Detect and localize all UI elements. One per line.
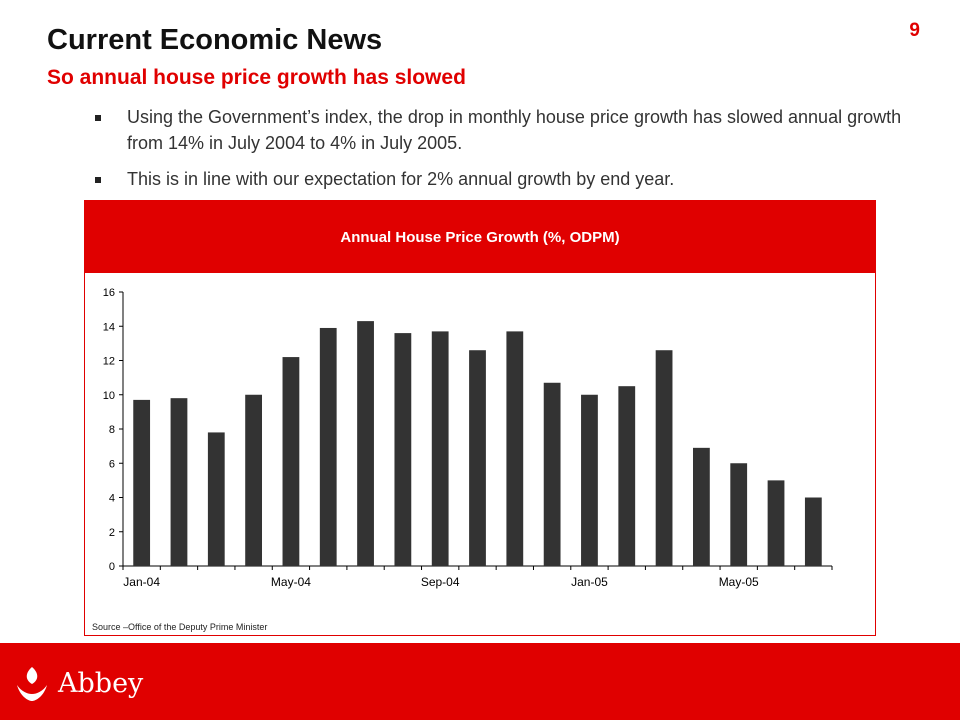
abbey-logo: Abbey bbox=[14, 665, 154, 705]
y-tick-label: 14 bbox=[103, 321, 115, 333]
bar-Aug-04 bbox=[394, 333, 412, 566]
square-bullet-icon bbox=[95, 115, 101, 121]
bar-Jan-05 bbox=[581, 394, 598, 566]
y-tick-label: 0 bbox=[109, 561, 115, 573]
bullet-item: Using the Government’s index, the drop i… bbox=[95, 104, 920, 156]
bar-Oct-04 bbox=[469, 350, 486, 566]
bullet-list: Using the Government’s index, the drop i… bbox=[95, 104, 920, 202]
bar-Jul-04 bbox=[357, 321, 374, 566]
x-tick-label: Sep-04 bbox=[421, 575, 460, 589]
y-tick-label: 12 bbox=[103, 356, 115, 368]
y-tick-label: 4 bbox=[109, 493, 115, 505]
slide-title: Current Economic News bbox=[47, 24, 383, 56]
slide-subtitle: So annual house price growth has slowed bbox=[47, 66, 466, 89]
abbey-flame-icon bbox=[17, 667, 47, 701]
bullet-text: This is in line with our expectation for… bbox=[127, 169, 675, 189]
bar-Jun-04 bbox=[319, 327, 337, 566]
y-tick-label: 8 bbox=[109, 424, 115, 436]
bar-Feb-05 bbox=[618, 386, 636, 566]
logo-text: Abbey bbox=[58, 668, 144, 699]
x-tick-label: Jan-04 bbox=[123, 575, 160, 589]
x-tick-label: May-04 bbox=[271, 575, 311, 589]
chart-header: Annual House Price Growth (%, ODPM) bbox=[85, 201, 875, 273]
chart-title: Annual House Price Growth (%, ODPM) bbox=[340, 229, 620, 246]
square-bullet-icon bbox=[95, 177, 101, 183]
bar-Apr-04 bbox=[245, 394, 263, 566]
bullet-item: This is in line with our expectation for… bbox=[95, 166, 920, 192]
y-tick-label: 2 bbox=[109, 527, 115, 539]
bar-Jun-05 bbox=[767, 480, 785, 566]
bar-Mar-05 bbox=[655, 350, 673, 566]
bar-Jul-05 bbox=[804, 497, 822, 566]
page-number: 9 bbox=[909, 20, 920, 41]
bar-Dec-04 bbox=[543, 382, 561, 566]
y-tick-label: 6 bbox=[109, 458, 115, 470]
bar-Mar-04 bbox=[207, 432, 225, 566]
bar-Apr-05 bbox=[692, 447, 710, 566]
bar-Feb-04 bbox=[170, 398, 188, 566]
footer-bar: Abbey bbox=[0, 643, 960, 720]
bar-chart: 0 2 4 6 8 10 12 14 16 Jan-04 May-04 Sep-04 Jan-05 May… bbox=[103, 287, 833, 589]
y-tick-label: 16 bbox=[103, 287, 115, 299]
bar-Sep-04 bbox=[431, 331, 449, 566]
bullet-text: Using the Government’s index, the drop i… bbox=[127, 107, 902, 153]
bar-May-04 bbox=[282, 357, 300, 566]
chart-frame: Annual House Price Growth (%, ODPM) 0 2 4 6… bbox=[84, 200, 876, 636]
chart-source: Source –Office of the Deputy Prime Minis… bbox=[92, 622, 268, 632]
y-tick-label: 10 bbox=[103, 390, 115, 402]
x-tick-label: May-05 bbox=[719, 575, 759, 589]
bar-Jan-04 bbox=[133, 399, 151, 566]
x-tick-label: Jan-05 bbox=[571, 575, 608, 589]
bar-May-05 bbox=[730, 463, 748, 566]
bar-Nov-04 bbox=[506, 331, 524, 566]
